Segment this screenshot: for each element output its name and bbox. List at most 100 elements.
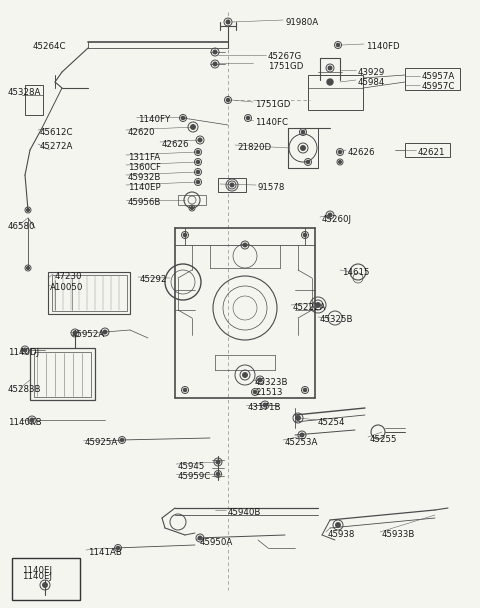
Circle shape bbox=[213, 62, 217, 66]
Circle shape bbox=[213, 50, 217, 54]
Text: 21513: 21513 bbox=[255, 388, 283, 397]
Text: 45328A: 45328A bbox=[8, 88, 41, 97]
Text: 45325B: 45325B bbox=[320, 315, 353, 324]
Text: 45264C: 45264C bbox=[33, 42, 67, 51]
Text: 45950A: 45950A bbox=[200, 538, 233, 547]
Text: 45253A: 45253A bbox=[285, 438, 318, 447]
Text: 45272A: 45272A bbox=[40, 142, 73, 151]
Bar bbox=[12, 558, 80, 600]
Text: 91578: 91578 bbox=[258, 183, 286, 192]
Circle shape bbox=[243, 373, 247, 377]
Circle shape bbox=[183, 233, 187, 237]
Bar bbox=[25, 85, 43, 115]
Text: 45940B: 45940B bbox=[228, 508, 262, 517]
Text: 1140FY: 1140FY bbox=[138, 115, 170, 124]
Circle shape bbox=[230, 183, 234, 187]
Circle shape bbox=[27, 209, 29, 212]
Circle shape bbox=[191, 207, 193, 209]
Circle shape bbox=[181, 116, 185, 120]
Text: 45952A: 45952A bbox=[72, 330, 105, 339]
Circle shape bbox=[300, 433, 304, 437]
Circle shape bbox=[253, 390, 257, 393]
Text: 1140KB: 1140KB bbox=[8, 418, 42, 427]
Text: A10050: A10050 bbox=[50, 283, 84, 292]
Circle shape bbox=[120, 438, 123, 441]
Bar bbox=[405, 143, 450, 157]
Text: 1140EJ: 1140EJ bbox=[22, 566, 52, 575]
Text: 1140DJ: 1140DJ bbox=[8, 348, 39, 357]
Bar bbox=[48, 272, 130, 314]
Text: 45255: 45255 bbox=[370, 435, 397, 444]
Circle shape bbox=[303, 389, 307, 392]
Text: 21820D: 21820D bbox=[237, 143, 271, 152]
Text: 45283B: 45283B bbox=[8, 385, 41, 394]
Text: 45984: 45984 bbox=[358, 78, 385, 87]
Text: 45260J: 45260J bbox=[322, 215, 352, 224]
Circle shape bbox=[227, 98, 229, 102]
Circle shape bbox=[327, 79, 333, 85]
Text: 1140EJ: 1140EJ bbox=[22, 572, 52, 581]
Text: 42620: 42620 bbox=[128, 128, 156, 137]
Bar bbox=[308, 75, 363, 110]
Text: 45254: 45254 bbox=[318, 418, 346, 427]
Circle shape bbox=[316, 303, 320, 307]
Circle shape bbox=[216, 460, 220, 464]
Text: 1140FC: 1140FC bbox=[255, 118, 288, 127]
Text: 42626: 42626 bbox=[162, 140, 190, 149]
Circle shape bbox=[103, 330, 107, 334]
Circle shape bbox=[338, 150, 342, 154]
Circle shape bbox=[23, 348, 27, 352]
Circle shape bbox=[296, 416, 300, 420]
Circle shape bbox=[306, 161, 310, 164]
Circle shape bbox=[198, 536, 202, 540]
Circle shape bbox=[30, 418, 34, 422]
Circle shape bbox=[196, 150, 200, 154]
Text: 45932B: 45932B bbox=[128, 173, 161, 182]
Circle shape bbox=[196, 161, 200, 164]
Circle shape bbox=[301, 131, 305, 134]
Text: 46580: 46580 bbox=[8, 222, 36, 231]
Text: 45292: 45292 bbox=[140, 275, 168, 284]
Text: 47230: 47230 bbox=[55, 272, 83, 281]
Text: 42621: 42621 bbox=[418, 148, 445, 157]
Circle shape bbox=[196, 170, 200, 173]
Circle shape bbox=[303, 233, 307, 237]
Text: 45957C: 45957C bbox=[422, 82, 456, 91]
Text: 45323B: 45323B bbox=[255, 378, 288, 387]
Text: 43171B: 43171B bbox=[248, 403, 281, 412]
Text: 45222A: 45222A bbox=[293, 303, 326, 312]
Circle shape bbox=[43, 582, 47, 587]
Circle shape bbox=[27, 267, 29, 269]
Circle shape bbox=[336, 43, 339, 47]
Text: 45267G: 45267G bbox=[268, 52, 302, 61]
Circle shape bbox=[117, 547, 120, 550]
Circle shape bbox=[226, 20, 230, 24]
Bar bbox=[30, 348, 95, 400]
Text: 45945: 45945 bbox=[178, 462, 205, 471]
Text: 45956B: 45956B bbox=[128, 198, 161, 207]
Text: 1360CF: 1360CF bbox=[128, 163, 161, 172]
Text: 1140EP: 1140EP bbox=[128, 183, 161, 192]
Circle shape bbox=[198, 138, 202, 142]
Circle shape bbox=[246, 116, 250, 120]
Circle shape bbox=[191, 125, 195, 130]
Text: 1140FD: 1140FD bbox=[366, 42, 400, 51]
Text: 45612C: 45612C bbox=[40, 128, 73, 137]
Circle shape bbox=[328, 213, 332, 217]
Circle shape bbox=[258, 378, 262, 382]
Circle shape bbox=[301, 146, 305, 150]
Text: 45925A: 45925A bbox=[85, 438, 118, 447]
Text: 91980A: 91980A bbox=[285, 18, 318, 27]
Text: 1311FA: 1311FA bbox=[128, 153, 160, 162]
Text: 45957A: 45957A bbox=[422, 72, 455, 81]
Circle shape bbox=[328, 66, 332, 70]
Text: 45959C: 45959C bbox=[178, 472, 211, 481]
Circle shape bbox=[73, 331, 77, 335]
Text: 14615: 14615 bbox=[342, 268, 370, 277]
Bar bbox=[218, 178, 246, 192]
Text: 45933B: 45933B bbox=[382, 530, 415, 539]
Circle shape bbox=[196, 181, 200, 184]
Circle shape bbox=[339, 161, 341, 164]
Bar bbox=[52, 275, 127, 311]
Bar bbox=[34, 352, 91, 397]
